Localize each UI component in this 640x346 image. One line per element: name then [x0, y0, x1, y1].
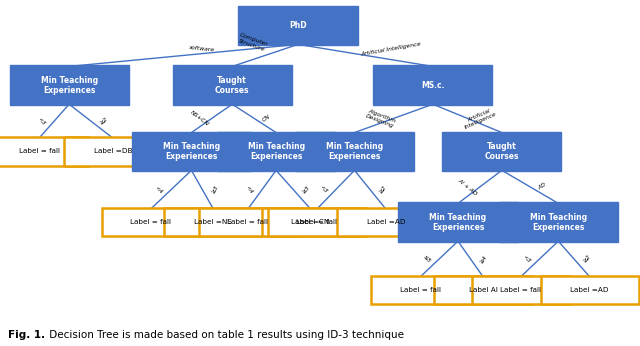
Text: PhD: PhD [289, 21, 307, 30]
Text: Algorithm
Designing: Algorithm Designing [365, 108, 397, 129]
Text: Computer
Structure: Computer Structure [237, 33, 268, 53]
FancyBboxPatch shape [541, 276, 639, 304]
FancyBboxPatch shape [10, 65, 129, 105]
Text: MS.c.: MS.c. [421, 81, 445, 90]
FancyBboxPatch shape [216, 131, 335, 171]
FancyBboxPatch shape [64, 137, 162, 166]
Text: Min Teaching
Experiences: Min Teaching Experiences [40, 76, 98, 95]
FancyBboxPatch shape [268, 208, 366, 236]
Text: Label =DB: Label =DB [94, 148, 132, 154]
Text: AD: AD [538, 182, 548, 191]
Text: ≥4: ≥4 [479, 254, 488, 264]
Text: Label =AD: Label =AD [367, 219, 405, 225]
Text: Min Teaching
Experiences: Min Teaching Experiences [530, 212, 587, 232]
FancyBboxPatch shape [199, 208, 297, 236]
Text: Min Teaching
Experiences: Min Teaching Experiences [163, 142, 220, 161]
Text: ≥2: ≥2 [99, 117, 109, 126]
Text: Label =NS: Label =NS [195, 219, 232, 225]
FancyBboxPatch shape [132, 131, 251, 171]
Text: ≥2: ≥2 [582, 254, 591, 264]
FancyBboxPatch shape [164, 208, 262, 236]
FancyBboxPatch shape [371, 276, 469, 304]
Text: Label =AD: Label =AD [570, 287, 609, 293]
Text: Min Teaching
Experiences: Min Teaching Experiences [326, 142, 383, 161]
Text: Taught
Courses: Taught Courses [215, 76, 250, 95]
FancyBboxPatch shape [102, 208, 200, 236]
Text: Taught
Courses: Taught Courses [484, 142, 519, 161]
Text: Min Teaching
Experiences: Min Teaching Experiences [248, 142, 305, 161]
Text: AI + AD: AI + AD [457, 177, 478, 196]
Text: Label AI: Label AI [468, 287, 497, 293]
Text: Min Teaching
Experiences: Min Teaching Experiences [429, 212, 486, 232]
Text: Label = fall: Label = fall [227, 219, 268, 225]
Text: CN: CN [262, 114, 272, 123]
Text: ≥3: ≥3 [211, 185, 220, 195]
FancyBboxPatch shape [472, 276, 570, 304]
Text: Decision Tree is made based on table 1 results using ID-3 technique: Decision Tree is made based on table 1 r… [46, 330, 404, 340]
Text: <3: <3 [36, 116, 46, 126]
FancyBboxPatch shape [173, 65, 292, 105]
Text: Label = fall: Label = fall [400, 287, 441, 293]
FancyBboxPatch shape [373, 65, 493, 105]
Text: <3: <3 [522, 254, 532, 264]
Text: Label = fall: Label = fall [500, 287, 541, 293]
FancyBboxPatch shape [0, 137, 88, 166]
Text: ≤5: ≤5 [422, 254, 431, 264]
FancyBboxPatch shape [262, 208, 360, 236]
Text: <4: <4 [154, 185, 163, 194]
FancyBboxPatch shape [295, 131, 414, 171]
Text: ≥3: ≥3 [301, 185, 310, 195]
Text: Label = fall: Label = fall [130, 219, 171, 225]
Text: NS+CN: NS+CN [189, 110, 209, 127]
FancyBboxPatch shape [337, 208, 435, 236]
FancyBboxPatch shape [239, 6, 358, 45]
Text: <3: <3 [318, 185, 328, 195]
Text: software: software [189, 45, 216, 53]
FancyBboxPatch shape [398, 202, 518, 242]
Text: Fig. 1.: Fig. 1. [8, 330, 45, 340]
Text: Label =CN: Label =CN [291, 219, 330, 225]
Text: <4: <4 [245, 185, 254, 195]
Text: Label = fall: Label = fall [19, 148, 60, 154]
FancyBboxPatch shape [442, 131, 561, 171]
Text: Artificial
Intelligence: Artificial Intelligence [462, 107, 498, 130]
Text: Artificial Intelligence: Artificial Intelligence [360, 42, 421, 57]
FancyBboxPatch shape [499, 202, 618, 242]
Text: ≥2: ≥2 [378, 185, 387, 195]
FancyBboxPatch shape [434, 276, 532, 304]
Text: Label = fall: Label = fall [296, 219, 337, 225]
